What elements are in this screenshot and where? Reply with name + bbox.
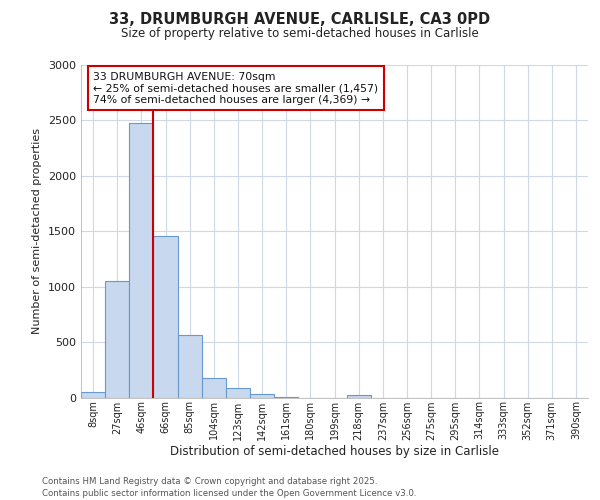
- Text: 33, DRUMBURGH AVENUE, CARLISLE, CA3 0PD: 33, DRUMBURGH AVENUE, CARLISLE, CA3 0PD: [109, 12, 491, 28]
- X-axis label: Distribution of semi-detached houses by size in Carlisle: Distribution of semi-detached houses by …: [170, 446, 499, 458]
- Text: Size of property relative to semi-detached houses in Carlisle: Size of property relative to semi-detach…: [121, 28, 479, 40]
- Text: 33 DRUMBURGH AVENUE: 70sqm
← 25% of semi-detached houses are smaller (1,457)
74%: 33 DRUMBURGH AVENUE: 70sqm ← 25% of semi…: [94, 72, 379, 105]
- Bar: [274, 397, 298, 398]
- Bar: [178, 336, 202, 398]
- Y-axis label: Number of semi-detached properties: Number of semi-detached properties: [32, 128, 43, 334]
- Text: Contains public sector information licensed under the Open Government Licence v3: Contains public sector information licen…: [42, 488, 416, 498]
- Bar: [226, 388, 250, 398]
- Text: Contains HM Land Registry data © Crown copyright and database right 2025.: Contains HM Land Registry data © Crown c…: [42, 477, 377, 486]
- Bar: [154, 236, 178, 398]
- Bar: [347, 396, 371, 398]
- Bar: [129, 122, 154, 398]
- Bar: [105, 281, 129, 398]
- Bar: [250, 394, 274, 398]
- Bar: [202, 378, 226, 398]
- Bar: [81, 392, 105, 398]
